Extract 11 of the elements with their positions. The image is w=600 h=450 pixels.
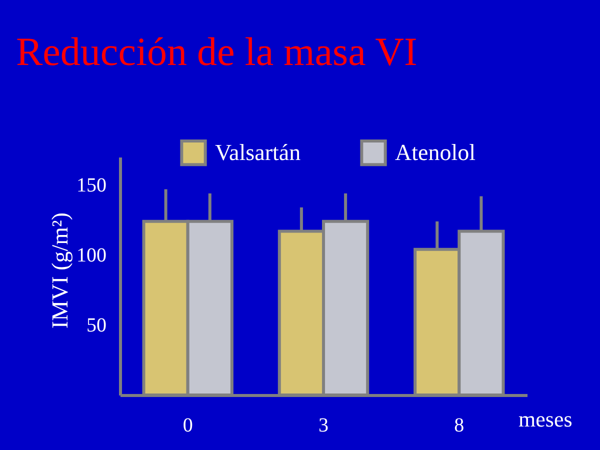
y-tick-label: 100: [76, 244, 106, 266]
chart-title: Reducción de la masa VI: [16, 29, 418, 74]
legend-label: Valsartán: [215, 140, 302, 165]
y-axis-title: IMVI (g/m²): [48, 212, 72, 329]
x-tick-label: 3: [318, 414, 328, 436]
y-tick-label: 150: [76, 174, 106, 196]
y-tick-label: 50: [86, 314, 106, 336]
x-axis-title: meses: [518, 406, 572, 432]
legend-label: Atenolol: [395, 140, 476, 165]
x-tick-label: 8: [454, 414, 464, 436]
x-tick-label: 0: [182, 414, 193, 436]
